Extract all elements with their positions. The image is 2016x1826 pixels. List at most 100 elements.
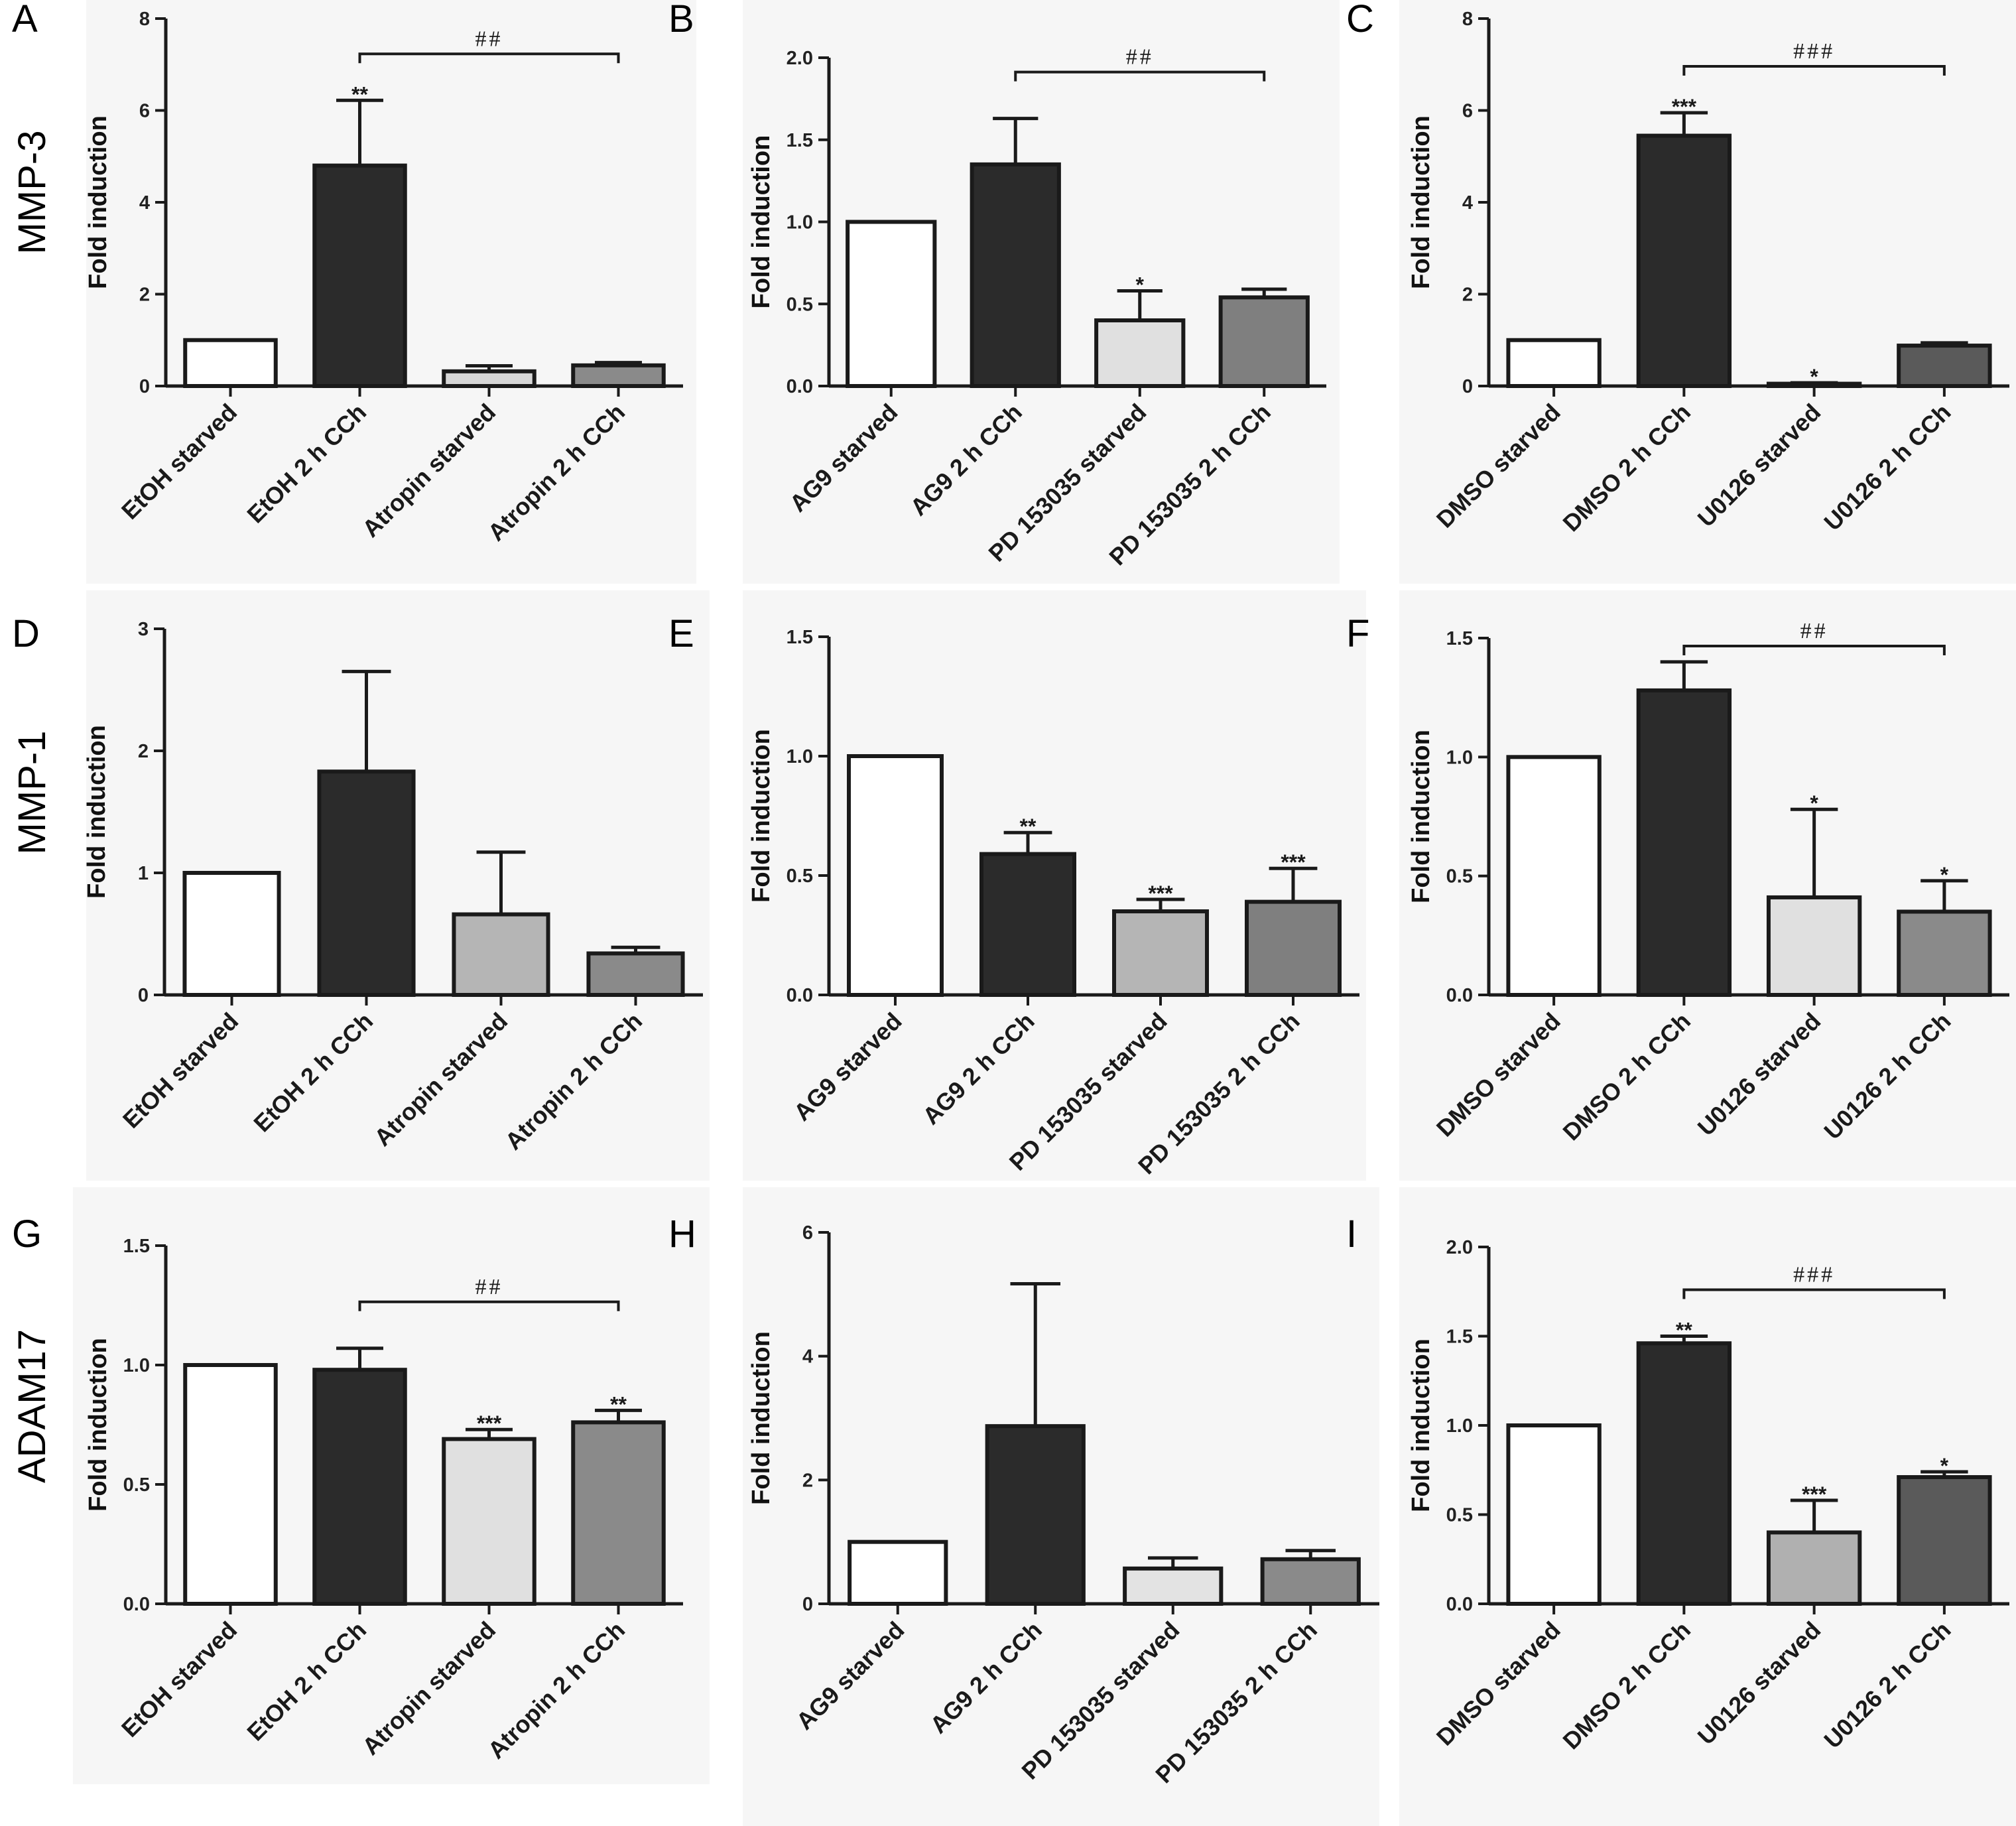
significance-marker: *: [1940, 1454, 1949, 1478]
y-tick-label: 2: [1462, 285, 1473, 306]
y-tick-label: 1.0: [787, 212, 813, 233]
comparison-bracket: [1014, 70, 1266, 82]
bracket-label: ###: [1793, 1263, 1835, 1287]
bar: [182, 871, 281, 997]
y-tick-label: 0.0: [1446, 985, 1473, 1006]
y-tick-label: 4: [1462, 192, 1473, 214]
y-tick-label: 1.5: [1446, 628, 1473, 649]
y-tick-label: 1.5: [787, 627, 813, 648]
bracket-label: ##: [475, 1275, 503, 1299]
y-axis-label: Fold induction: [1407, 1338, 1435, 1512]
bar: [985, 1424, 1086, 1606]
bar: [312, 1368, 407, 1606]
bar: [183, 1363, 278, 1606]
y-axis-label: Fold induction: [83, 725, 111, 899]
bar: [183, 338, 278, 388]
bar: [847, 754, 944, 997]
y-tick-label: 2.0: [1446, 1237, 1473, 1258]
significance-marker: **: [1020, 815, 1037, 838]
bar: [1897, 1475, 1992, 1606]
y-tick-label: 2: [138, 741, 149, 762]
bar: [1112, 909, 1209, 997]
y-tick-label: 2: [139, 285, 150, 306]
panel-letter: E: [668, 612, 694, 655]
bar: [317, 769, 416, 998]
comparison-bracket: [1682, 1288, 1946, 1299]
panel-letter: F: [1346, 612, 1369, 655]
y-tick-label: 0.5: [1446, 1505, 1473, 1526]
panel-letter: D: [12, 612, 40, 655]
bracket-label: ##: [1126, 45, 1154, 70]
bar: [1218, 295, 1310, 388]
y-tick-label: 2.0: [787, 48, 813, 69]
significance-marker: ***: [1281, 850, 1306, 874]
y-tick-label: 4: [802, 1346, 813, 1368]
panel-letter: C: [1346, 0, 1374, 40]
y-axis-label: Fold induction: [1407, 115, 1435, 289]
y-tick-label: 1.5: [787, 130, 813, 151]
bracket-label: ##: [475, 27, 503, 51]
y-tick-label: 0.0: [787, 985, 813, 1006]
row-label-adam17: ADAM17: [11, 1329, 54, 1483]
y-tick-label: 0: [138, 985, 149, 1006]
panel-letter: I: [1346, 1212, 1357, 1256]
y-axis-label: Fold induction: [1407, 730, 1435, 903]
y-axis-label: Fold induction: [84, 115, 112, 289]
significance-marker: ***: [1148, 881, 1173, 905]
bar: [586, 951, 685, 997]
bar: [970, 162, 1061, 388]
y-tick-label: 0.0: [123, 1594, 150, 1615]
bar: [442, 1437, 536, 1606]
y-tick-label: 6: [802, 1222, 813, 1244]
y-tick-label: 0.5: [123, 1474, 150, 1496]
comparison-bracket: [358, 52, 620, 64]
significance-marker: *: [1810, 365, 1818, 389]
row-label-mmp1: MMP-1: [11, 731, 54, 855]
significance-marker: *: [1136, 273, 1145, 296]
significance-marker: ***: [1672, 95, 1697, 119]
y-tick-label: 3: [138, 619, 149, 640]
significance-marker: **: [351, 82, 368, 106]
bar: [1897, 344, 1992, 388]
bar: [848, 1539, 948, 1606]
y-tick-label: 1.0: [787, 746, 813, 767]
y-axis-label: Fold induction: [747, 729, 775, 903]
y-tick-label: 1.0: [123, 1355, 150, 1376]
y-tick-label: 0.0: [1446, 1594, 1473, 1615]
comparison-bracket: [1682, 64, 1946, 76]
bar: [312, 163, 407, 388]
y-tick-label: 0: [1462, 376, 1473, 397]
panel-letter: A: [12, 0, 38, 40]
y-tick-label: 0.5: [1446, 866, 1473, 887]
bar: [1245, 899, 1342, 997]
y-tick-label: 2: [802, 1470, 813, 1491]
y-tick-label: 0.5: [787, 294, 813, 315]
y-tick-label: 8: [139, 9, 150, 30]
y-axis-label: Fold induction: [747, 135, 775, 309]
y-tick-label: 1.0: [1446, 1415, 1473, 1437]
bar: [1636, 688, 1732, 997]
comparison-bracket: [1682, 645, 1946, 655]
bar: [846, 220, 937, 388]
row-labels: MMP-3 MMP-1 ADAM17: [11, 131, 54, 1483]
y-tick-label: 1.5: [1446, 1327, 1473, 1348]
bar: [1636, 1341, 1732, 1606]
y-axis-label: Fold induction: [84, 1338, 112, 1512]
row-label-mmp3: MMP-3: [11, 131, 54, 255]
bracket-label: ###: [1793, 39, 1835, 64]
bar: [1123, 1566, 1224, 1606]
bar: [1094, 318, 1186, 388]
bar: [1897, 909, 1992, 998]
bar: [1766, 1530, 1862, 1606]
bar: [571, 363, 666, 389]
y-tick-label: 6: [139, 101, 150, 122]
y-axis-label: Fold induction: [747, 1331, 775, 1505]
